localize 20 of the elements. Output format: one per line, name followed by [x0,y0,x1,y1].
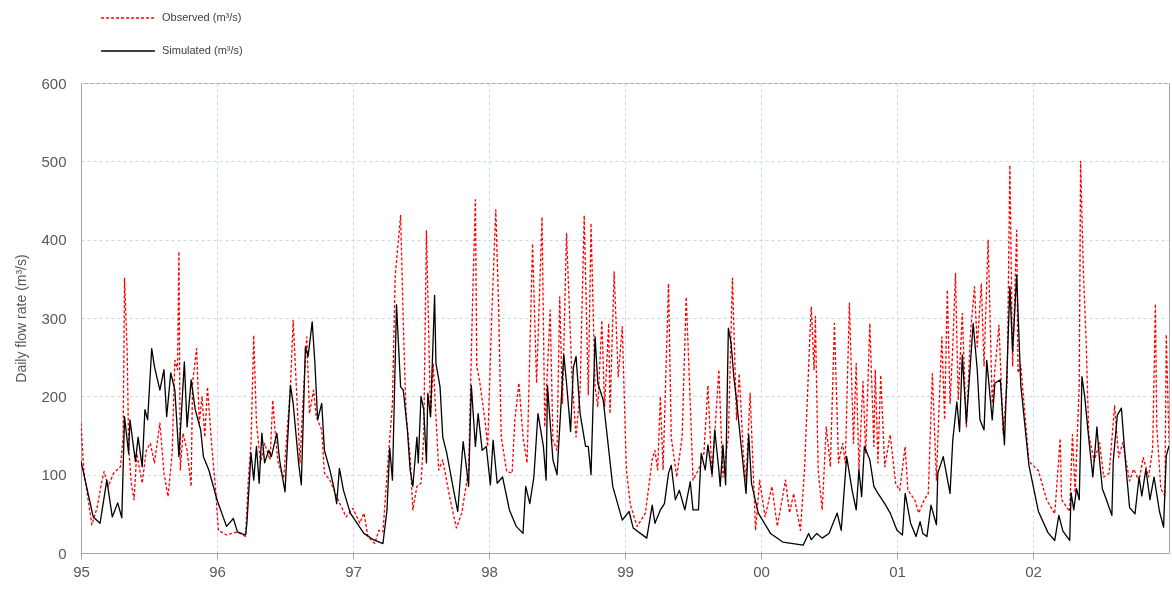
legend-label: Observed (m³/s) [162,11,242,23]
x-tick-label: 99 [617,562,634,580]
y-tick-label: 200 [41,387,67,405]
y-tick-label: 400 [41,231,67,249]
line-series [81,160,1169,545]
x-tick-label: 01 [889,562,906,580]
y-tick-label: 300 [41,309,67,327]
legend-label: Simulated (m³/s) [162,44,243,56]
y-axis-title: Daily flow rate (m³/s) [13,254,30,383]
x-tick-label: 97 [345,562,362,580]
x-tick-label: 98 [481,562,498,580]
x-tick-label: 02 [1025,562,1042,580]
line-series [81,274,1169,546]
y-tick-label: 0 [58,544,67,562]
x-tick-label: 00 [753,562,770,580]
y-tick-label: 100 [41,466,67,484]
y-tick-label: 600 [41,74,67,92]
x-tick-label: 95 [73,562,90,580]
y-tick-label: 500 [41,152,67,170]
x-tick-label: 96 [209,562,226,580]
